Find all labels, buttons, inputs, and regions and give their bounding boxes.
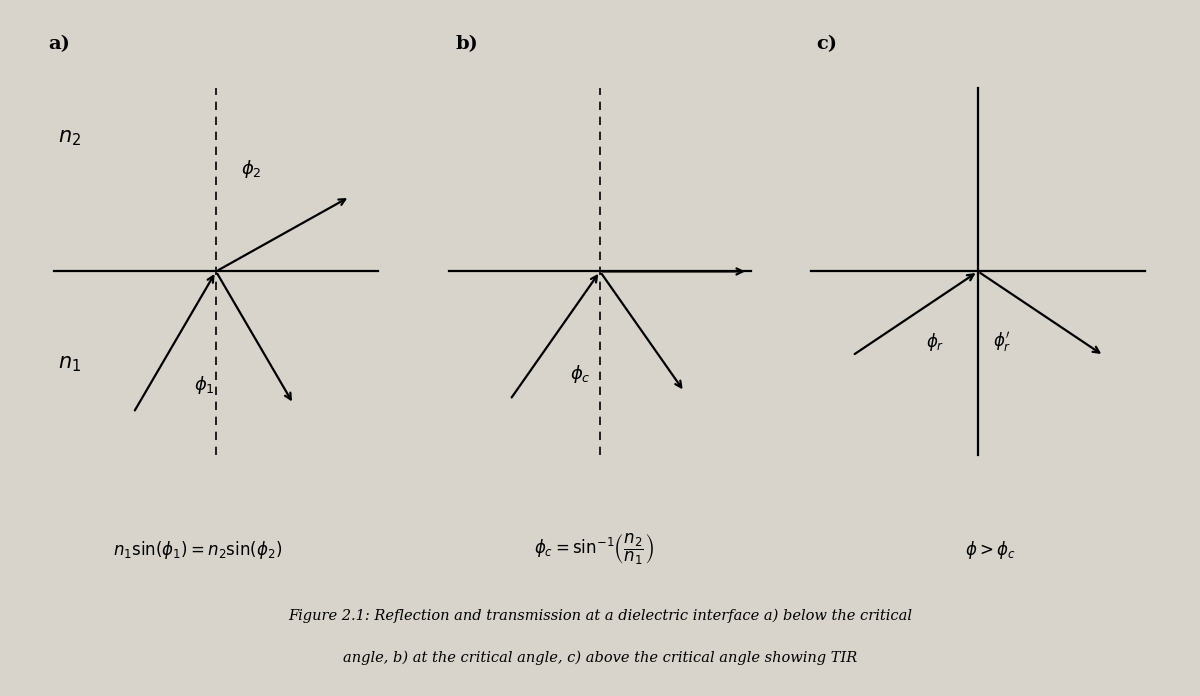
- Text: $\phi_2$: $\phi_2$: [241, 159, 262, 180]
- Text: b): b): [456, 35, 479, 53]
- Text: $\phi > \phi_c$: $\phi > \phi_c$: [965, 539, 1015, 561]
- Text: $\phi_r'$: $\phi_r'$: [992, 331, 1012, 354]
- Text: $n_1 \sin(\phi_1) = n_2 \sin(\phi_2)$: $n_1 \sin(\phi_1) = n_2 \sin(\phi_2)$: [113, 539, 283, 561]
- Text: a): a): [48, 35, 70, 53]
- Text: $\phi_c$: $\phi_c$: [570, 363, 590, 386]
- Text: $\phi_1$: $\phi_1$: [194, 374, 215, 396]
- Text: angle, b) at the critical angle, c) above the critical angle showing TIR: angle, b) at the critical angle, c) abov…: [343, 651, 857, 665]
- Text: $n_2$: $n_2$: [58, 127, 80, 148]
- Text: Figure 2.1: Reflection and transmission at a dielectric interface a) below the c: Figure 2.1: Reflection and transmission …: [288, 609, 912, 623]
- Text: $n_1$: $n_1$: [58, 354, 80, 374]
- Text: c): c): [816, 35, 838, 53]
- Text: $\phi_r$: $\phi_r$: [926, 331, 944, 353]
- Text: $\phi_c = \sin^{-1}\!\left(\dfrac{n_2}{n_1}\right)$: $\phi_c = \sin^{-1}\!\left(\dfrac{n_2}{n…: [534, 532, 654, 567]
